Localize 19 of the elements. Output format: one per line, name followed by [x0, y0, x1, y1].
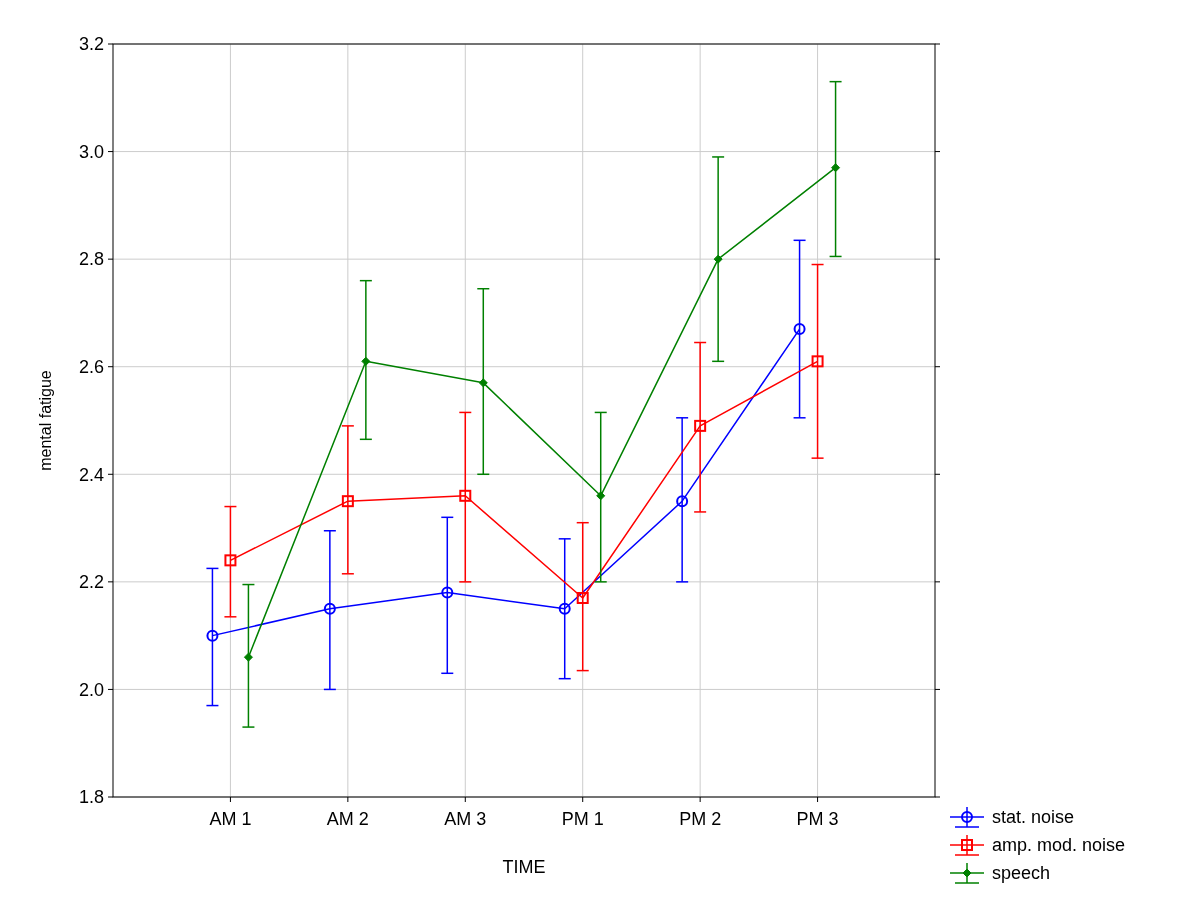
x-tick-label: AM 3 [444, 809, 487, 829]
y-tick-label: 2.8 [78, 249, 104, 270]
x-tick-label: PM 2 [679, 809, 722, 829]
x-tick-label: PM 1 [561, 809, 604, 829]
x-tick-label: AM 2 [326, 809, 369, 829]
y-tick-label: 2.6 [78, 357, 104, 378]
y-tick-label: 1.8 [78, 787, 104, 808]
legend-label: amp. mod. noise [992, 835, 1126, 856]
y-tick-label: 2.0 [78, 679, 104, 700]
x-tick-label: PM 3 [796, 809, 839, 829]
x-axis-title: TIME [502, 857, 546, 877]
y-axis-title: mental fatigue [37, 370, 54, 471]
y-tick-label: 3.2 [78, 34, 104, 55]
y-tick-label: 3.0 [78, 141, 104, 162]
legend-label: stat. noise [992, 807, 1075, 828]
legend-label: speech [992, 863, 1051, 884]
y-tick-label: 2.2 [78, 572, 104, 593]
x-tick-label: AM 1 [209, 809, 252, 829]
y-tick-label: 2.4 [78, 464, 104, 485]
